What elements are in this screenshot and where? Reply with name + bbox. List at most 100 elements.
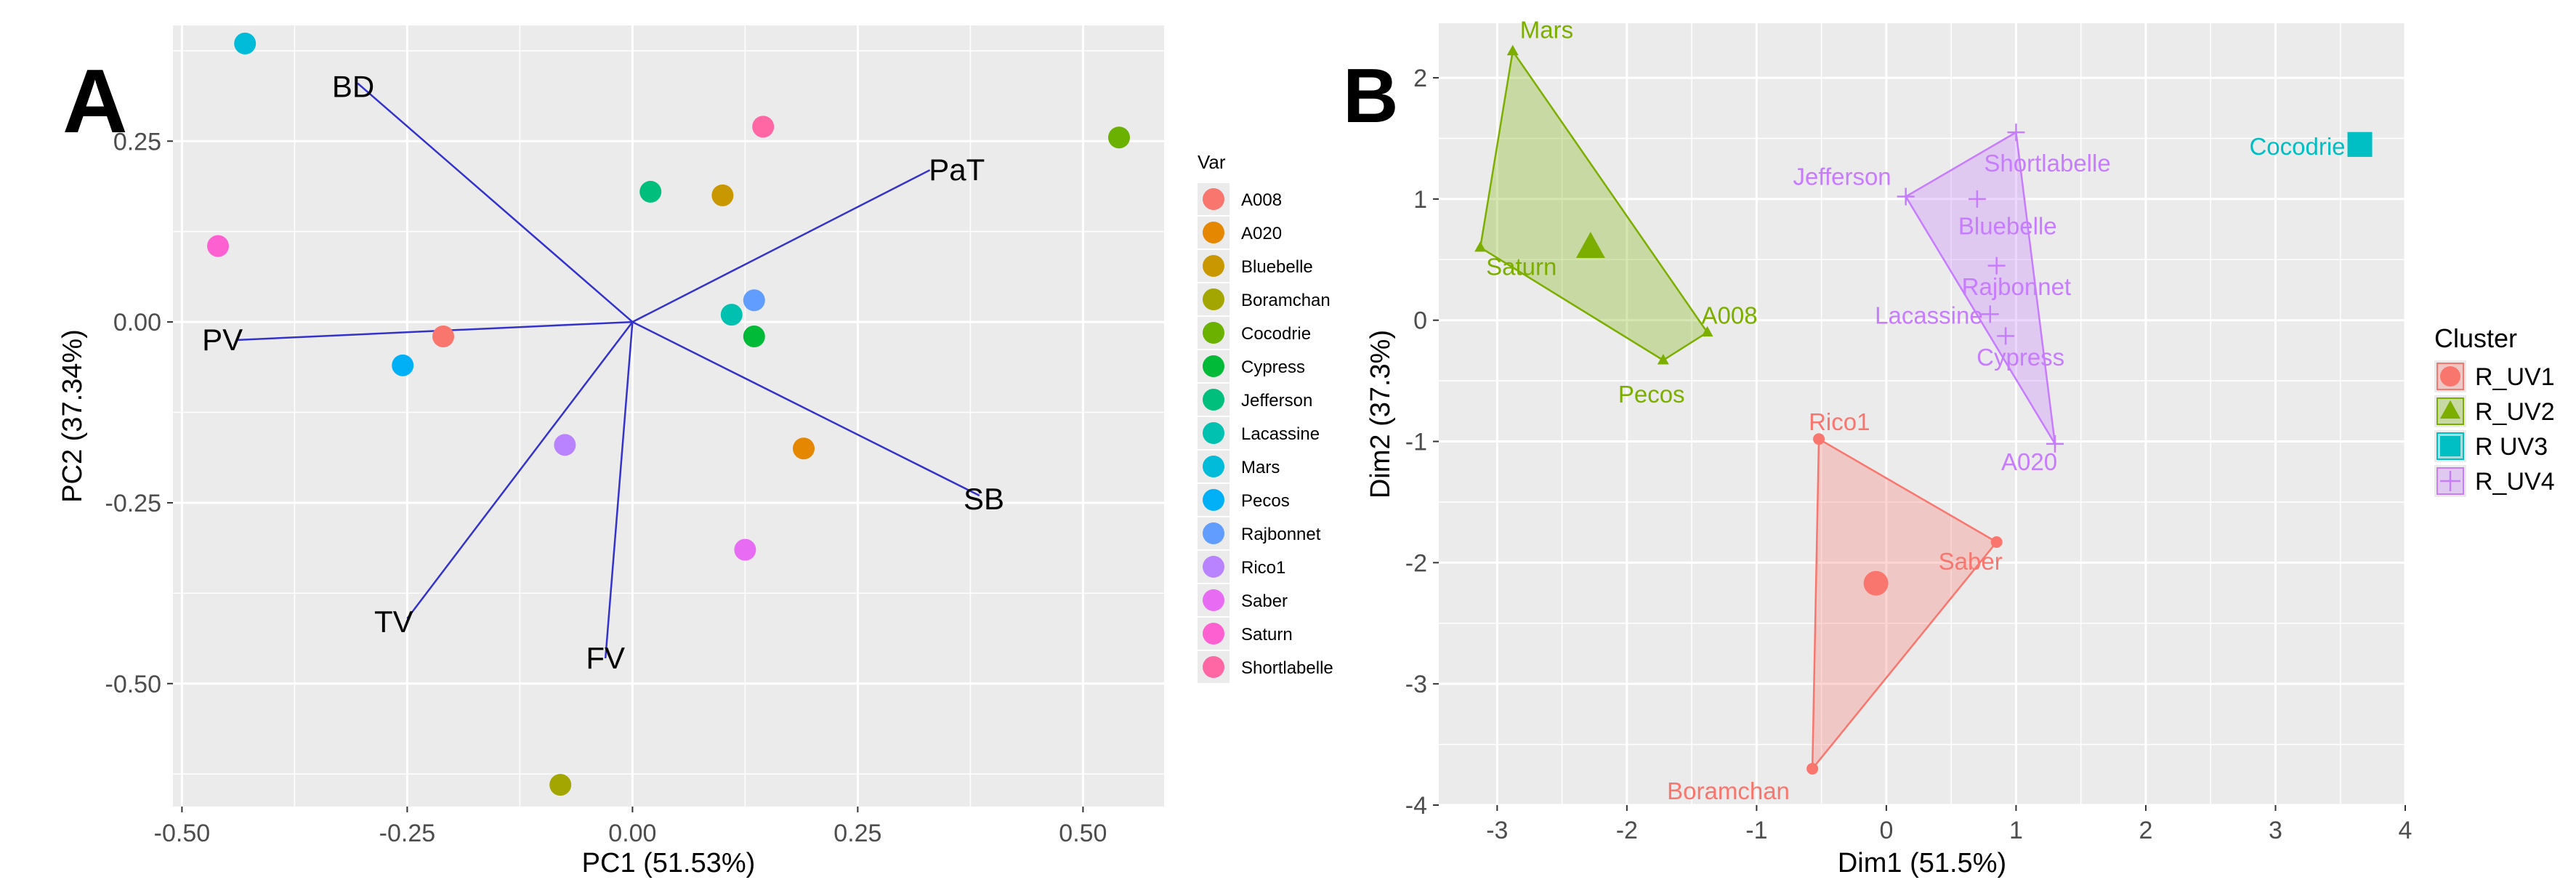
point-rajbonnet (1987, 256, 2006, 275)
legend-key-saturn (1203, 623, 1224, 645)
loading-label-fv: FV (586, 641, 625, 675)
legend-key-r-uv3 (2440, 436, 2460, 456)
legend-label-a008: A008 (1241, 190, 1282, 210)
legend-label-rico1: Rico1 (1241, 558, 1285, 578)
x-tick-label: -3 (1486, 817, 1508, 844)
legend-label-boramchan: Boramchan (1241, 291, 1331, 310)
x-tick-label: 1 (2009, 817, 2023, 844)
point-shortlabelle (752, 116, 775, 138)
point-lacassine (720, 304, 743, 326)
centroid-r_uv2 (1575, 232, 1605, 259)
x-tick-label: 0.50 (1059, 820, 1107, 847)
point-boramchan (549, 774, 572, 796)
legend-title: Cluster (2434, 323, 2517, 353)
x-tick-label: -1 (1745, 817, 1767, 844)
loading-vector-sb (631, 320, 980, 497)
legend-key-bluebelle (1203, 255, 1224, 277)
x-tick-label: 3 (2269, 817, 2282, 844)
y-tick-label: 0 (1413, 307, 1427, 335)
point-bluebelle (1968, 190, 1986, 208)
legend-key-mars (1203, 456, 1224, 477)
legend-key-cocodrie (1203, 322, 1224, 344)
legend-key-a008 (1203, 188, 1224, 210)
point-label-cypress: Cypress (1977, 344, 2064, 371)
point-label-boramchan: Boramchan (1667, 777, 1790, 804)
legend-label-saber: Saber (1241, 591, 1288, 611)
panel-label: B (1343, 53, 1399, 139)
y-tick-label: -3 (1405, 671, 1427, 698)
panel-a-pca-biplot: -0.50 -0.25 0.00 0.25 0.50 0.25 0.00 -0.25 -0.50… (57, 25, 1333, 878)
y-tick-label: -1 (1405, 429, 1427, 456)
legend-label-rajbonnet: Rajbonnet (1241, 525, 1321, 544)
point-saturn (1474, 241, 1487, 252)
legend-label-saturn: Saturn (1241, 625, 1293, 645)
legend-key-saber (1203, 589, 1224, 611)
hull-r_uv4 (1904, 131, 2056, 445)
x-tick-label: 0.00 (608, 820, 656, 847)
point-label-bluebelle: Bluebelle (1958, 213, 2057, 240)
point-pecos (1657, 354, 1669, 365)
y-tick-label: 1 (1413, 186, 1427, 214)
point-label-shortlabelle: Shortlabelle (1984, 150, 2110, 177)
point-a008 (1701, 326, 1713, 337)
legend-label-cypress: Cypress (1241, 357, 1305, 377)
panel-b-cluster-plot: -3 -2 -1 0 1 2 3 4 2 1 0 -1 -2 -3 -4 Dim1 (51.5%) Dim2 (… (1343, 16, 2555, 878)
y-tick-label: -2 (1405, 549, 1427, 577)
legend-key-jefferson (1203, 389, 1224, 411)
point-label-a008: A008 (1702, 302, 1758, 328)
point-rico1 (554, 434, 576, 456)
legend-key-r_uv1 (2440, 366, 2460, 387)
point-bluebelle (711, 184, 734, 206)
centroid-r_uv1 (1863, 570, 1889, 596)
loading-label-pv: PV (202, 323, 243, 357)
y-tick-label: 0.25 (113, 128, 161, 155)
legend-key-r_uv2 (2440, 400, 2460, 419)
point-cocodrie (2347, 132, 2373, 157)
point-a008 (432, 326, 454, 348)
legend-label-pecos: Pecos (1241, 491, 1290, 511)
legend-title: Var (1198, 151, 1226, 173)
legend-label-jefferson: Jefferson (1241, 391, 1312, 411)
legend-label-r_uv4: R_UV4 (2475, 468, 2555, 496)
legend-key-a020 (1203, 222, 1224, 243)
point-label-a020: A020 (2001, 448, 2057, 475)
y-axis-title: PC2 (37.34%) (57, 329, 88, 503)
point-a020 (2046, 435, 2064, 453)
panel-label: A (62, 52, 128, 152)
point-rico1 (1813, 433, 1825, 445)
point-cypress (743, 326, 765, 348)
point-a020 (793, 437, 815, 460)
loading-label-sb: SB (964, 482, 1004, 516)
legend-key-lacassine (1203, 422, 1224, 444)
legend-key-boramchan (1203, 288, 1224, 310)
legend-key-cypress (1203, 355, 1224, 377)
point-cypress (1997, 327, 2015, 345)
x-tick-label: 0 (1879, 817, 1893, 844)
loading-label-tv: TV (374, 605, 413, 639)
y-tick-label: 0.00 (113, 309, 161, 336)
legend-key-rajbonnet (1203, 522, 1224, 544)
point-cocodrie (1108, 126, 1130, 149)
legend-key-shortlabelle (1203, 656, 1224, 678)
x-tick-label: 0.25 (833, 820, 881, 847)
legend-label-mars: Mars (1241, 458, 1280, 477)
legend-label-r_uv2: R_UV2 (2475, 398, 2555, 426)
legend-label-r_uv1: R_UV1 (2475, 363, 2555, 391)
point-label-saber: Saber (1939, 548, 2003, 575)
point-label-rajbonnet: Rajbonnet (1962, 273, 2071, 300)
legend-key-r_uv4 (2440, 471, 2460, 491)
y-tick-label: -4 (1405, 792, 1427, 820)
point-shortlabelle (2007, 124, 2025, 142)
legend-label-bluebelle: Bluebelle (1241, 257, 1313, 277)
point-jefferson (1897, 187, 1915, 206)
legend-key-pecos (1203, 489, 1224, 511)
legend-label-lacassine: Lacassine (1241, 424, 1320, 444)
loading-vector-fv (604, 322, 634, 659)
point-label-saturn: Saturn (1486, 254, 1556, 280)
panel-b-plot-background (1439, 23, 2405, 805)
point-mars (1506, 44, 1519, 56)
x-tick-label: -0.25 (379, 820, 436, 847)
point-label-mars: Mars (1520, 16, 1573, 43)
legend-label-shortlabelle: Shortlabelle (1241, 658, 1333, 678)
